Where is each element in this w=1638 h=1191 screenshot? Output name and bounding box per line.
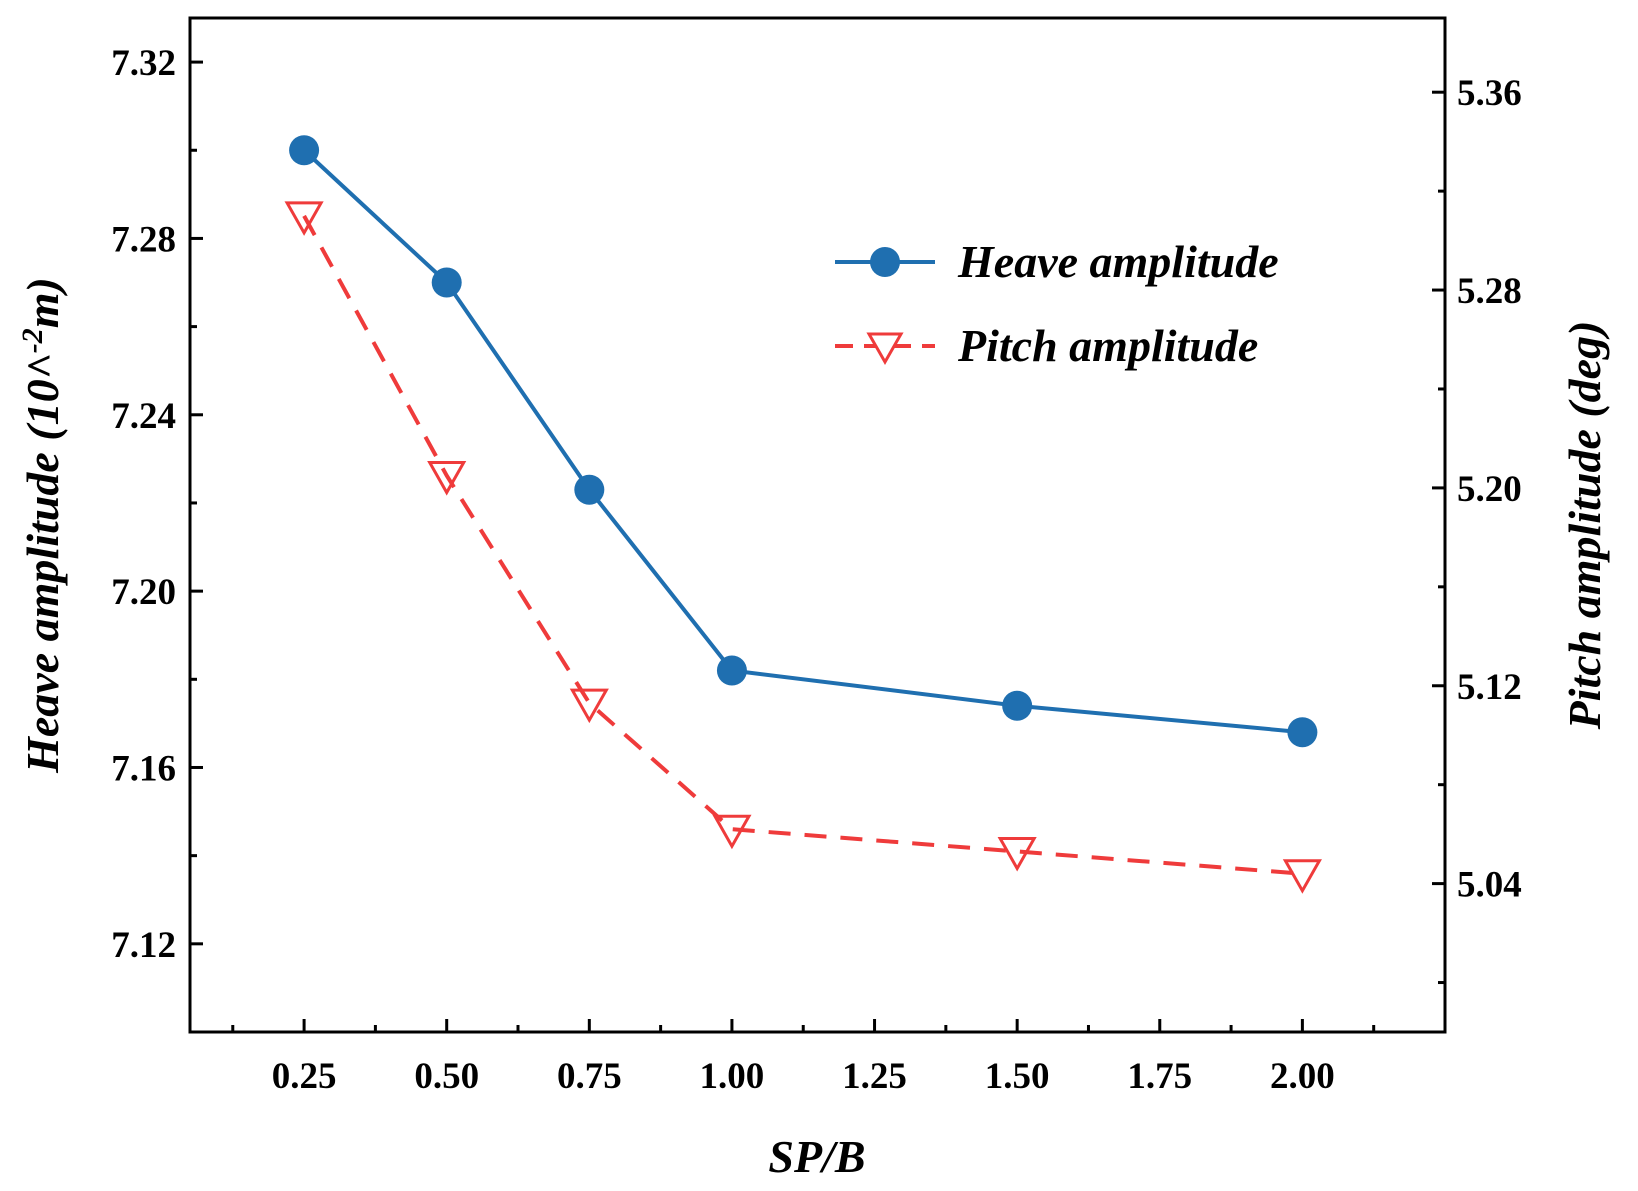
x-tick-label: 1.50 (985, 1056, 1050, 1097)
legend-pitch-label: Pitch amplitude (957, 320, 1258, 371)
pitch-amplitude-point (284, 201, 324, 236)
legend-heave-label: Heave amplitude (957, 236, 1279, 287)
x-tick-label: 0.25 (272, 1056, 337, 1097)
heave-amplitude-point (289, 135, 320, 166)
pitch-amplitude-point (712, 814, 752, 850)
left-y-axis-ticks: 7.12 7.16 7.20 7.24 7.28 7.32 (111, 43, 203, 1034)
x-axis-title: SP/B (768, 1131, 865, 1182)
left-y-axis-title: Heave amplitude (10^-2m) (16, 277, 68, 774)
x-tick-label: 1.75 (1127, 1056, 1192, 1097)
left-y-tick-label: 7.24 (111, 396, 176, 437)
legend-pitch-marker (866, 332, 904, 366)
pitch-amplitude-line (302, 214, 1303, 876)
heave-amplitude-point (1002, 690, 1033, 721)
right-y-tick-label: 5.20 (1457, 469, 1522, 510)
heave-amplitude-point (1287, 717, 1318, 748)
heave-amplitude-point (574, 474, 605, 505)
x-tick-label: 0.75 (557, 1056, 622, 1097)
legend-heave-marker (870, 247, 900, 277)
heave-amplitude-point (716, 655, 747, 686)
x-tick-label: 2.00 (1270, 1056, 1335, 1097)
right-y-tick-label: 5.12 (1457, 667, 1522, 708)
left-y-tick-label: 7.16 (111, 748, 176, 789)
heave-amplitude-point (431, 267, 462, 298)
right-y-tick-label: 5.28 (1457, 271, 1522, 312)
pitch-amplitude-point (569, 688, 609, 724)
x-tick-label: 0.50 (414, 1056, 479, 1097)
pitch-amplitude-point (997, 836, 1037, 872)
pitch-amplitude-point (1282, 859, 1322, 894)
x-axis-ticks: 0.25 0.50 0.75 1.00 1.25 1.50 1.75 2.00 (231, 1019, 1376, 1097)
heave-amplitude-line (302, 148, 1303, 735)
x-tick-label: 1.25 (842, 1056, 907, 1097)
plot-frame (188, 16, 1447, 1034)
x-tick-label: 1.00 (700, 1056, 765, 1097)
pitch-amplitude-point (427, 461, 467, 496)
left-y-tick-label: 7.12 (111, 925, 176, 966)
series-layer (284, 135, 1322, 894)
right-y-axis-title: Pitch amplitude (deg) (1559, 321, 1610, 731)
left-y-tick-label: 7.28 (111, 219, 176, 260)
right-y-tick-label: 5.04 (1457, 865, 1522, 906)
left-y-tick-label: 7.20 (111, 572, 176, 613)
legend: Heave amplitude Pitch amplitude (835, 236, 1279, 371)
right-y-axis-ticks: 5.04 5.12 5.20 5.28 5.36 (1432, 73, 1522, 985)
left-y-tick-label: 7.32 (111, 43, 176, 84)
right-y-tick-label: 5.36 (1457, 73, 1522, 114)
